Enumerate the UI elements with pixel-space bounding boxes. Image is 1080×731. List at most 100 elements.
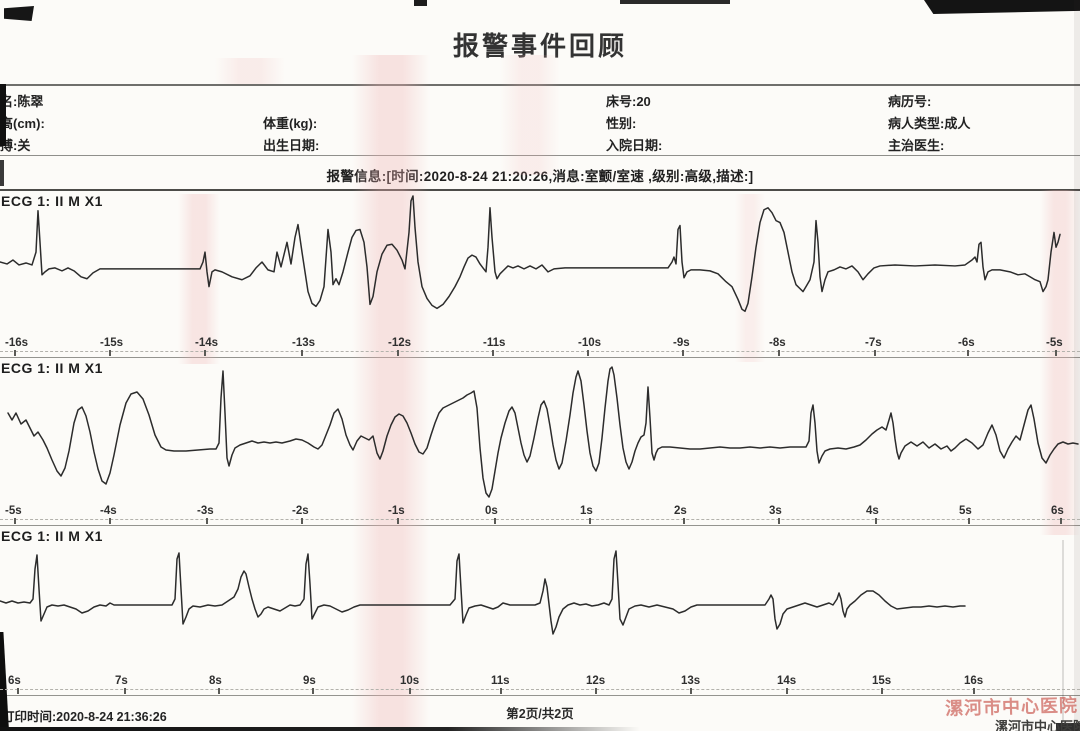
- patient-field: 入院日期:: [606, 137, 663, 153]
- axis-tick-label: 6s: [8, 675, 21, 687]
- axis-tick-label: 7s: [115, 675, 128, 687]
- patient-field: 病历号:: [888, 93, 932, 109]
- axis-tick-mark: [683, 518, 685, 524]
- axis-tick-mark: [1060, 518, 1062, 524]
- axis-tick-label: -4s: [100, 505, 117, 517]
- axis-tick-label: -16s: [5, 337, 29, 349]
- ecg-waveform: [0, 550, 966, 635]
- patient-info-row: 高(cm): 体重(kg): 性别: 病人类型:成人: [0, 111, 1080, 133]
- axis-tick-mark: [589, 518, 591, 524]
- patient-field: 体重(kg):: [263, 115, 318, 131]
- patient-field: 床号:20: [606, 93, 651, 109]
- header-band: 报警事件回顾: [0, 0, 1080, 86]
- time-axis: -16s -15s -14s -13s -12s -11s -10s -9s -8s -7s -6s…: [0, 331, 1080, 357]
- axis-tick-mark: [109, 350, 111, 356]
- axis-tick-mark: [494, 518, 496, 524]
- axis-tick-mark: [973, 688, 975, 694]
- axis-tick-label: 15s: [872, 675, 892, 687]
- axis-tick-label: 6s: [1051, 505, 1064, 517]
- axis-tick-mark: [500, 688, 502, 694]
- axis-tick-label: -15s: [100, 337, 124, 349]
- axis-tick-mark: [968, 518, 970, 524]
- patient-field: 主治医生:: [888, 137, 945, 153]
- strip-label: ECG 1: II M X1: [1, 360, 103, 376]
- axis-tick-label: 0s: [485, 505, 498, 517]
- alarm-info-text: 报警信息:[时间:2020-8-24 21:20:26,消息:室颤/室速 ,级别…: [326, 169, 754, 184]
- axis-tick-mark: [682, 350, 684, 356]
- axis-tick-label: 12s: [586, 675, 606, 687]
- axis-tick-label: -5s: [1046, 337, 1063, 349]
- axis-tick-mark: [312, 688, 314, 694]
- axis-tick-mark: [778, 518, 780, 524]
- axis-tick-mark: [301, 518, 303, 524]
- axis-tick-label: 4s: [866, 505, 879, 517]
- axis-line: [0, 689, 1080, 690]
- ecg-strip-2: ECG 1: II M X1 -5s -4s -3s -2s -1s 0s 1s 2s 3s 4s…: [0, 358, 1080, 526]
- patient-field: 名:陈翠: [0, 93, 44, 109]
- axis-tick-label: 10s: [400, 675, 420, 687]
- axis-tick-label: -11s: [483, 337, 506, 349]
- axis-tick-mark: [690, 688, 692, 694]
- ecg-strip-3: ECG 1: II M X1 6s 7s 8s 9s 10s 11s 12s 13s 14s 15…: [0, 526, 1080, 696]
- axis-tick-label: -10s: [578, 337, 602, 349]
- axis-tick-label: -3s: [197, 505, 214, 517]
- axis-tick-label: -9s: [673, 337, 690, 349]
- axis-tick-label: -8s: [769, 337, 786, 349]
- axis-tick-label: -5s: [5, 505, 22, 517]
- alarm-band: 报警信息:[时间:2020-8-24 21:20:26,消息:室颤/室速 ,级别…: [0, 156, 1080, 191]
- axis-tick-mark: [595, 688, 597, 694]
- footer: 打印时间:2020-8-24 21:36:26 第2页/共2页 漯河市中心医院 …: [0, 695, 1080, 731]
- axis-tick-mark: [14, 350, 16, 356]
- axis-tick-mark: [218, 688, 220, 694]
- axis-tick-label: -7s: [865, 337, 882, 349]
- axis-tick-label: 13s: [681, 675, 701, 687]
- patient-field: 病人类型:成人: [888, 115, 971, 131]
- patient-info-table: 名:陈翠 床号:20 病历号: 高(cm): 体重(kg): 性别: 病人类型:成人 搏:关 出…: [0, 86, 1080, 156]
- ecg-waveform: [7, 366, 1079, 498]
- strip-label: ECG 1: II M X1: [1, 193, 103, 209]
- axis-tick-mark: [1055, 350, 1057, 356]
- axis-tick-mark: [301, 350, 303, 356]
- axis-tick-mark: [206, 518, 208, 524]
- axis-tick-mark: [397, 350, 399, 356]
- patient-field: 性别:: [606, 115, 637, 131]
- axis-tick-mark: [109, 518, 111, 524]
- axis-tick-mark: [874, 350, 876, 356]
- axis-tick-label: -6s: [958, 337, 975, 349]
- axis-tick-mark: [778, 350, 780, 356]
- axis-tick-label: 3s: [769, 505, 782, 517]
- axis-tick-label: 5s: [959, 505, 972, 517]
- axis-tick-mark: [786, 688, 788, 694]
- ecg-strip-1: ECG 1: II M X1 -16s -15s -14s -13s -12s -11s -…: [0, 191, 1080, 358]
- axis-tick-label: 16s: [964, 675, 984, 687]
- axis-tick-mark: [875, 518, 877, 524]
- patient-field: 高(cm):: [0, 115, 45, 131]
- axis-tick-mark: [397, 518, 399, 524]
- axis-tick-mark: [587, 350, 589, 356]
- axis-tick-label: 9s: [303, 675, 316, 687]
- axis-tick-label: -1s: [388, 505, 405, 517]
- axis-tick-label: -2s: [292, 505, 309, 517]
- axis-tick-label: 8s: [209, 675, 222, 687]
- axis-tick-mark: [14, 518, 16, 524]
- time-axis: 6s 7s 8s 9s 10s 11s 12s 13s 14s 15s 16s: [0, 669, 1080, 695]
- axis-tick-mark: [17, 688, 19, 694]
- page-title: 报警事件回顾: [452, 31, 627, 61]
- axis-line: [0, 519, 1080, 520]
- axis-tick-label: -14s: [195, 337, 219, 349]
- axis-tick-label: -12s: [388, 337, 412, 349]
- axis-line: [0, 351, 1080, 352]
- axis-tick-mark: [967, 350, 969, 356]
- axis-tick-label: 2s: [674, 505, 687, 517]
- print-time: 打印时间:2020-8-24 21:36:26: [2, 710, 167, 724]
- page-number: 第2页/共2页: [506, 707, 574, 721]
- axis-tick-label: 1s: [580, 505, 593, 517]
- strip-label: ECG 1: II M X1: [1, 528, 103, 544]
- hospital-watermark: 漯河市中心医院: [944, 695, 1079, 719]
- axis-tick-mark: [124, 688, 126, 694]
- time-axis: -5s -4s -3s -2s -1s 0s 1s 2s 3s 4s 5s 6s: [0, 499, 1080, 525]
- axis-tick-mark: [492, 350, 494, 356]
- patient-field: 出生日期:: [263, 137, 320, 153]
- axis-tick-mark: [881, 688, 883, 694]
